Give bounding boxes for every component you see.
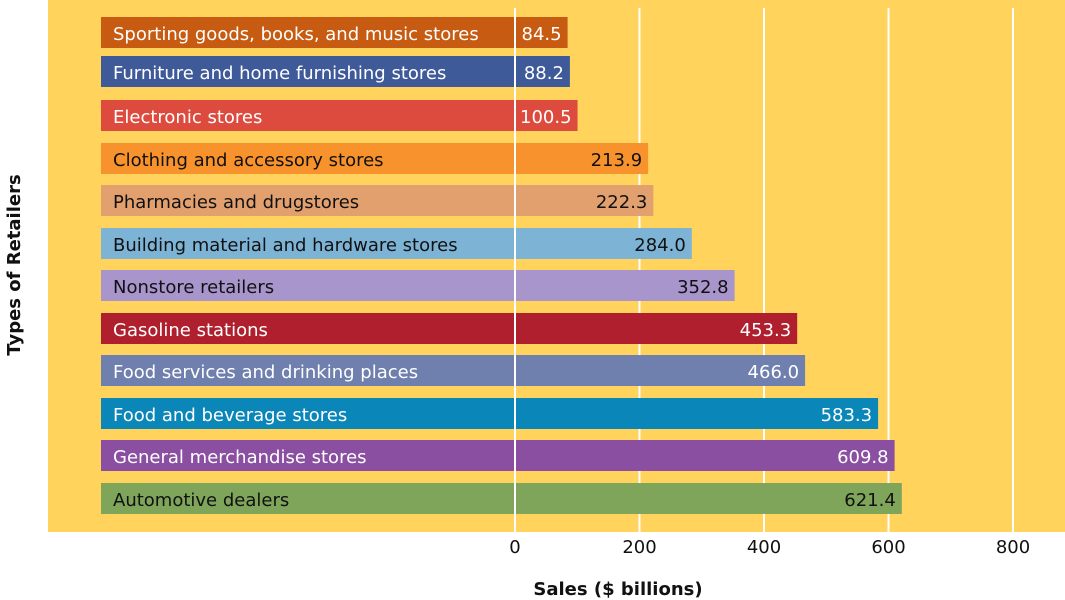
bar-group: Clothing and accessory stores	[101, 143, 649, 174]
bar-category-label: Gasoline stations	[113, 320, 268, 341]
bar-group: Nonstore retailers	[101, 270, 735, 301]
bar	[101, 313, 798, 344]
bar-category-label: General merchandise stores	[113, 447, 367, 468]
x-tick-label: 600	[871, 537, 905, 558]
bar-category-label: Nonstore retailers	[113, 277, 274, 298]
bar	[101, 440, 895, 471]
bar-value-label: 352.8	[677, 277, 729, 298]
bar-value-label: 453.3	[740, 320, 792, 341]
bar-value-label: 621.4	[844, 490, 896, 511]
bar-value-label: 213.9	[591, 150, 643, 171]
bar-category-label: Electronic stores	[113, 107, 262, 128]
bar-group: Sporting goods, books, and music stores	[101, 17, 568, 48]
bar-group: Gasoline stations	[101, 313, 798, 344]
x-tick-label: 0	[509, 537, 520, 558]
bar-category-label: Clothing and accessory stores	[113, 150, 384, 171]
bar-value-label: 100.5	[520, 107, 572, 128]
bar	[101, 17, 568, 48]
bar-group: Automotive dealers	[101, 483, 902, 514]
bar-value-label: 583.3	[821, 405, 873, 426]
bar-category-label: Furniture and home furnishing stores	[113, 63, 446, 84]
bar-value-label: 609.8	[837, 447, 889, 468]
bar	[101, 270, 735, 301]
bar-group: Food and beverage stores	[101, 398, 879, 429]
bar-value-label: 88.2	[524, 63, 564, 84]
x-tick-label: 800	[996, 537, 1030, 558]
bar-value-label: 84.5	[522, 24, 562, 45]
bar-category-label: Food services and drinking places	[113, 362, 418, 383]
bars: Sporting goods, books, and music stores F…	[101, 8, 902, 532]
bar-group: Electronic stores	[101, 100, 578, 131]
bar	[101, 355, 806, 386]
bar	[101, 398, 879, 429]
bar-group: Building material and hardware stores	[101, 228, 692, 259]
bar-group: Furniture and home furnishing stores	[101, 56, 570, 87]
y-axis-title: Types of Retailers	[4, 174, 25, 355]
x-tick-label: 400	[747, 537, 781, 558]
bar-group: Food services and drinking places	[101, 355, 806, 386]
bar	[101, 100, 578, 131]
bar-category-label: Sporting goods, books, and music stores	[113, 24, 479, 45]
bar	[101, 143, 649, 174]
bar-category-label: Automotive dealers	[113, 490, 289, 511]
x-tick-label: 200	[622, 537, 656, 558]
bar	[101, 56, 570, 87]
bar-group: General merchandise stores	[101, 440, 895, 471]
bar-value-label: 466.0	[748, 362, 800, 383]
bar-value-label: 222.3	[596, 192, 648, 213]
bar-category-label: Pharmacies and drugstores	[113, 192, 359, 213]
bar-value-label: 284.0	[634, 235, 686, 256]
bar-group: Pharmacies and drugstores	[101, 185, 654, 216]
bar-category-label: Building material and hardware stores	[113, 235, 458, 256]
x-axis-ticks: 0 200 400 600 800	[509, 537, 1030, 558]
bar	[101, 185, 654, 216]
bar-category-label: Food and beverage stores	[113, 405, 347, 426]
bar	[101, 228, 692, 259]
bar	[101, 483, 902, 514]
x-axis-title: Sales ($ billions)	[533, 579, 702, 600]
